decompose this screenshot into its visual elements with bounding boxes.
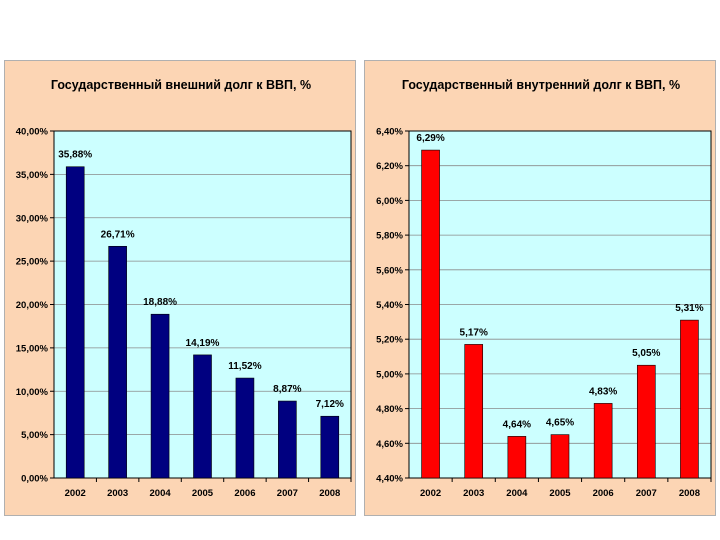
y-tick-label: 40,00% — [16, 127, 49, 138]
x-tick-label: 2007 — [277, 488, 298, 499]
x-tick-label: 2004 — [506, 488, 528, 499]
data-label: 5,17% — [460, 327, 488, 338]
chart-title: Государственный внешний долг к ВВП, % — [51, 78, 311, 92]
y-tick-label: 30,00% — [16, 213, 49, 224]
data-label: 4,65% — [546, 418, 574, 429]
x-tick-label: 2003 — [107, 488, 128, 499]
y-tick-label: 20,00% — [16, 300, 49, 311]
y-tick-label: 10,00% — [16, 387, 49, 398]
data-label: 4,64% — [503, 419, 531, 430]
y-tick-label: 6,40% — [376, 127, 403, 138]
bar-2007 — [636, 364, 656, 479]
external-debt-chart-panel: Государственный внешний долг к ВВП, % 0,… — [4, 60, 356, 516]
y-tick-label: 5,00% — [376, 369, 403, 380]
bar-2002 — [65, 166, 85, 479]
x-tick-label: 2006 — [234, 488, 255, 499]
y-tick-label: 5,80% — [376, 231, 403, 242]
data-label: 11,52% — [228, 361, 261, 372]
bar-2004 — [507, 436, 527, 479]
bar-2002 — [421, 149, 440, 479]
bar-2008 — [320, 415, 340, 479]
data-label: 8,87% — [273, 384, 301, 395]
bar-2007 — [278, 400, 297, 479]
data-label: 5,05% — [632, 348, 660, 359]
external-debt-chart: Государственный внешний долг к ВВП, % 0,… — [16, 78, 352, 499]
y-tick-label: 5,20% — [376, 335, 403, 346]
chart-title: Государственный внутренний долг к ВВП, % — [402, 78, 680, 92]
y-tick-label: 4,60% — [376, 439, 403, 450]
x-tick-label: 2008 — [319, 488, 340, 499]
bar-2006 — [593, 403, 613, 479]
y-tick-label: 0,00% — [21, 474, 48, 485]
y-tick-label: 5,60% — [376, 265, 403, 276]
y-tick-label: 15,00% — [16, 343, 49, 354]
bar-2005 — [550, 434, 570, 479]
x-tick-label: 2002 — [420, 488, 441, 499]
data-label: 4,83% — [589, 386, 617, 397]
bar-2006 — [235, 377, 255, 479]
data-label: 35,88% — [58, 150, 92, 161]
y-tick-label: 6,20% — [376, 161, 403, 172]
y-tick-label: 4,80% — [376, 404, 403, 415]
x-tick-label: 2002 — [65, 488, 86, 499]
x-tick-label: 2003 — [463, 488, 484, 499]
bar-2003 — [464, 344, 484, 479]
y-tick-label: 35,00% — [16, 170, 49, 181]
internal-debt-chart: Государственный внутренний долг к ВВП, %… — [376, 78, 712, 499]
y-tick-label: 4,40% — [376, 474, 403, 485]
x-tick-label: 2008 — [679, 488, 700, 499]
x-tick-label: 2005 — [549, 488, 571, 499]
y-tick-label: 6,00% — [376, 196, 403, 207]
bar-2003 — [108, 245, 127, 479]
x-tick-label: 2007 — [636, 488, 657, 499]
bar-2005 — [193, 354, 212, 479]
x-tick-label: 2004 — [150, 488, 172, 499]
y-tick-label: 5,40% — [376, 300, 403, 311]
x-tick-label: 2005 — [192, 488, 214, 499]
data-label: 5,31% — [675, 303, 703, 314]
bar-2008 — [680, 319, 699, 479]
internal-debt-chart-panel: Государственный внутренний долг к ВВП, %… — [364, 60, 716, 516]
data-label: 14,19% — [186, 338, 220, 349]
y-tick-label: 25,00% — [16, 257, 49, 268]
bar-2004 — [150, 313, 170, 479]
data-label: 6,29% — [416, 133, 444, 144]
y-tick-label: 5,00% — [21, 430, 48, 441]
data-label: 7,12% — [316, 399, 344, 410]
data-label: 18,88% — [143, 297, 177, 308]
x-tick-label: 2006 — [593, 488, 614, 499]
data-label: 26,71% — [101, 229, 135, 240]
